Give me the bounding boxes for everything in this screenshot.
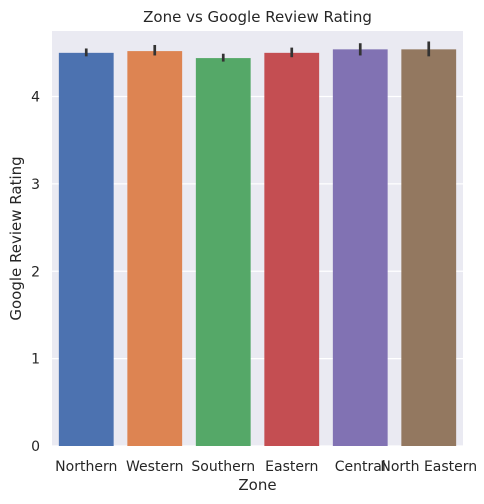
bar <box>401 49 457 446</box>
x-tick-label: North Eastern <box>380 459 477 475</box>
bar <box>127 51 183 447</box>
x-tick-label: Eastern <box>265 459 318 475</box>
y-tick-label: 2 <box>31 264 40 280</box>
x-axis-label: Zone <box>238 476 276 494</box>
y-axis-label: Google Review Rating <box>7 156 25 320</box>
bars <box>58 49 457 447</box>
x-axis-ticks: Northern Western Southern Eastern CentralNor… <box>55 459 477 475</box>
gridlines <box>52 95 463 447</box>
y-tick-label: 4 <box>31 90 40 106</box>
x-tick-label: Southern <box>191 459 255 475</box>
chart-title: Zone vs Google Review Rating <box>143 8 372 26</box>
bar <box>58 52 114 447</box>
bar <box>264 52 320 447</box>
plot-background <box>52 31 463 446</box>
y-tick-label: 0 <box>31 439 40 455</box>
x-tick-label: Western <box>126 459 183 475</box>
error-bars <box>84 41 431 62</box>
y-tick-label: 3 <box>31 177 40 193</box>
x-tick-label: Northern <box>55 459 117 475</box>
y-axis-ticks: 0 1 2 3 4 <box>31 90 40 455</box>
bar <box>195 58 251 447</box>
bar <box>332 49 388 446</box>
x-tick-label: Central <box>335 459 386 475</box>
y-tick-label: 1 <box>31 352 40 368</box>
